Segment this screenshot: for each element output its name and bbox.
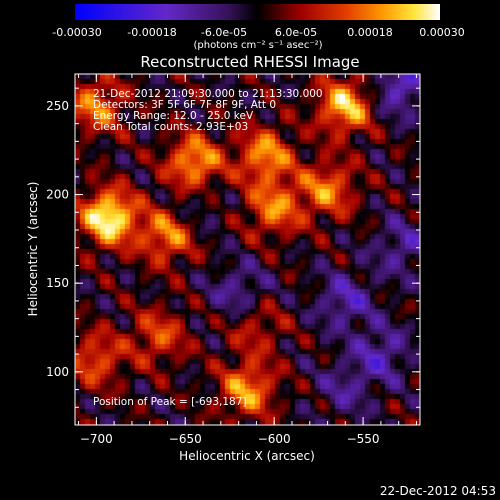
colorbar-tick-label: 6.0e-05 [274, 26, 318, 39]
annotation-time-range: 21-Dec-2012 21:09:30.000 to 21:13:30.000 [93, 88, 323, 100]
colorbar [75, 4, 440, 20]
x-tick-label: −650 [169, 432, 202, 446]
annotation-algorithm: Clean Total counts: 2.93E+03 [93, 121, 249, 133]
y-tick-label: 100 [46, 365, 69, 379]
annotation-detectors: Detectors: 3F 5F 6F 7F 8F 9F, Att 0 [93, 99, 277, 111]
x-tick-label: −600 [258, 432, 291, 446]
chart-title: Reconstructed RHESSI Image [140, 53, 360, 71]
colorbar-tick-label: -0.00018 [127, 26, 177, 39]
colorbar-tick-label: 0.00018 [347, 26, 393, 39]
x-tick-label: −550 [347, 432, 380, 446]
colorbar-tick-label: -6.0e-05 [200, 26, 248, 39]
timestamp: 22-Dec-2012 04:53 [379, 484, 496, 498]
annotation-peak-position: Position of Peak = [-693,187] [93, 396, 247, 408]
y-tick-label: 200 [46, 188, 69, 202]
colorbar-unit-label: (photons cm⁻² s⁻¹ asec⁻²) [193, 40, 323, 51]
colorbar-tick-label: -0.00030 [52, 26, 102, 39]
y-axis-label: Heliocentric Y (arcsec) [26, 181, 40, 317]
y-tick-label: 250 [46, 99, 69, 113]
plot-area: 21-Dec-2012 21:09:30.000 to 21:13:30.000… [75, 74, 420, 425]
x-tick-label: −700 [80, 432, 113, 446]
x-axis-label: Heliocentric X (arcsec) [179, 449, 315, 463]
colorbar-tick-label: 0.00030 [419, 26, 465, 39]
annotation-energy-range: Energy Range: 12.0 - 25.0 keV [93, 110, 254, 122]
y-tick-label: 150 [46, 276, 69, 290]
